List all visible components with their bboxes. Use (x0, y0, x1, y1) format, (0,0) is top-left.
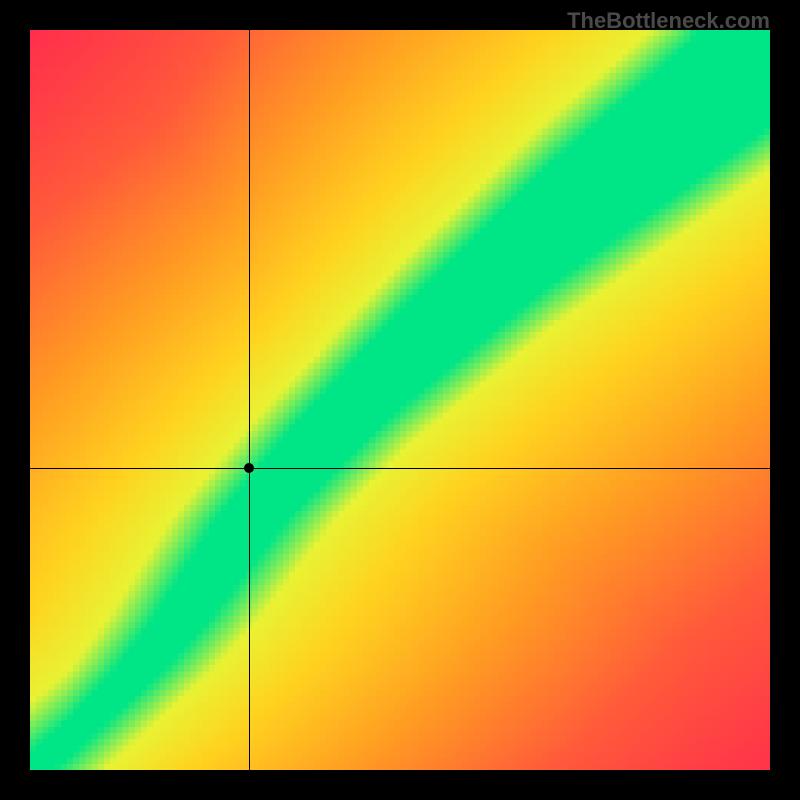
watermark-text: TheBottleneck.com (567, 8, 770, 34)
heatmap-chart (30, 30, 770, 770)
crosshair-horizontal-line (30, 468, 770, 469)
heatmap-canvas (30, 30, 770, 770)
crosshair-vertical-line (249, 30, 250, 770)
crosshair-marker (244, 463, 254, 473)
